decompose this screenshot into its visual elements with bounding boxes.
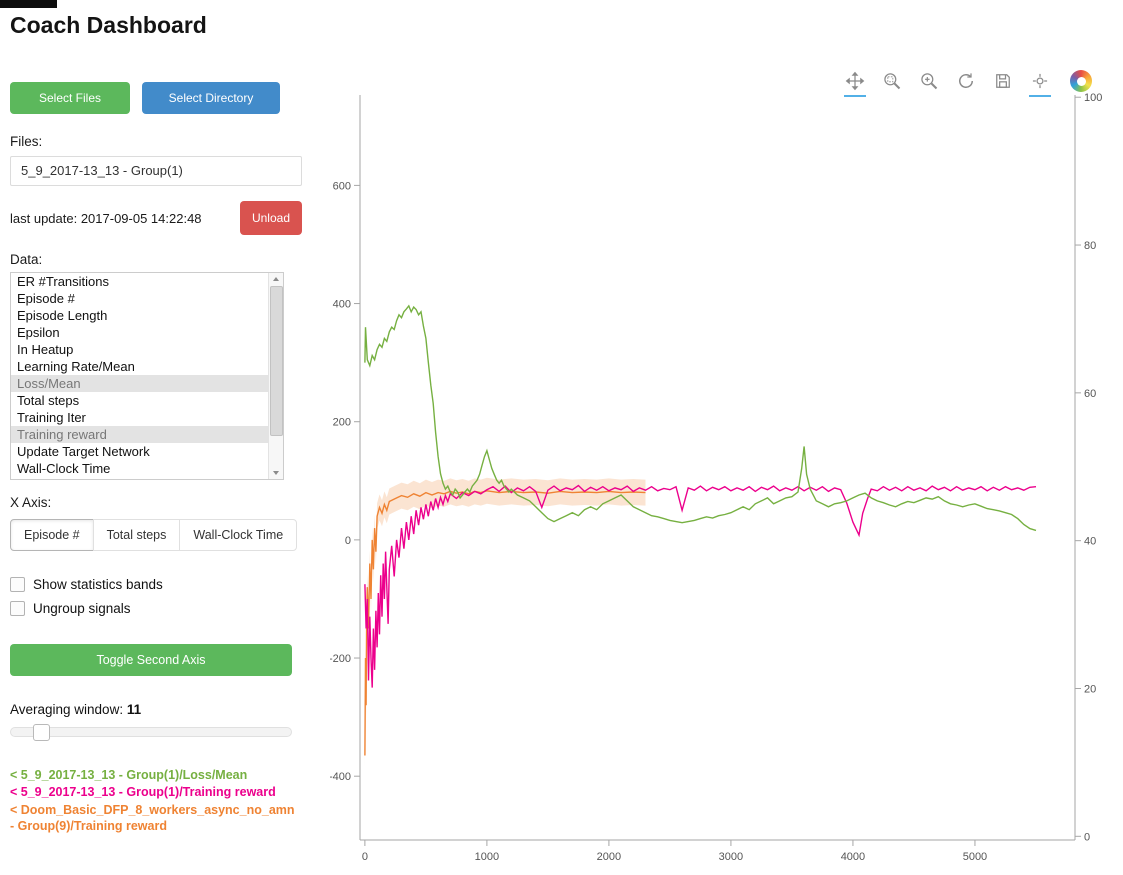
last-update-row: last update: 2017-09-05 14:22:48 Unload xyxy=(10,201,302,235)
svg-text:400: 400 xyxy=(333,299,351,311)
svg-text:600: 600 xyxy=(333,180,351,192)
bokeh-logo-icon[interactable] xyxy=(1070,70,1092,92)
legend: < 5_9_2017-13_13 - Group(1)/Loss/Mean < 5… xyxy=(10,767,302,834)
svg-text:20: 20 xyxy=(1084,683,1096,695)
svg-text:2000: 2000 xyxy=(597,851,621,863)
data-multiselect[interactable]: ER #Transitions Episode # Episode Length Ep… xyxy=(10,272,284,480)
svg-text:4000: 4000 xyxy=(841,851,865,863)
x-axis-option-wall-clock-time[interactable]: Wall-Clock Time xyxy=(179,519,298,551)
wheel-zoom-tool-button[interactable] xyxy=(917,69,941,93)
save-icon xyxy=(993,71,1013,91)
scrollbar-down-icon[interactable] xyxy=(269,467,283,479)
legend-entry: < Doom_Basic_DFP_8_workers_async_no_amn … xyxy=(10,802,295,833)
select-directory-button[interactable]: Select Directory xyxy=(142,82,280,114)
files-label: Files: xyxy=(10,134,43,149)
checkbox-row-show-statistics-bands[interactable]: Show statistics bands xyxy=(10,577,302,592)
toggle-second-axis-button[interactable]: Toggle Second Axis xyxy=(10,644,292,676)
scrollbar-thumb[interactable] xyxy=(270,286,283,436)
scrollbar[interactable] xyxy=(268,273,283,479)
svg-text:60: 60 xyxy=(1084,388,1096,400)
data-option-loss-mean[interactable]: Loss/Mean xyxy=(11,375,269,392)
x-axis-button-group: Episode # Total steps Wall-Clock Time xyxy=(10,519,298,551)
averaging-window-label: Averaging window: xyxy=(10,702,124,717)
data-option-episode[interactable]: Episode # xyxy=(17,291,75,306)
svg-text:100: 100 xyxy=(1084,92,1102,104)
series-5-9-2017-13-13-group-1-loss-mean xyxy=(364,304,1037,532)
svg-text:80: 80 xyxy=(1084,240,1096,252)
data-label: Data: xyxy=(10,252,43,267)
svg-text:200: 200 xyxy=(333,417,351,429)
data-option-er-transitions[interactable]: ER #Transitions xyxy=(17,274,109,289)
pan-tool-button[interactable] xyxy=(843,69,867,97)
checkbox[interactable] xyxy=(10,577,25,592)
svg-text:-400: -400 xyxy=(330,771,351,783)
reset-tool-button[interactable] xyxy=(954,69,978,93)
files-select-value: 5_9_2017-13_13 - Group(1) xyxy=(21,163,183,178)
data-option-total-steps[interactable]: Total steps xyxy=(17,393,80,408)
svg-text:5000: 5000 xyxy=(963,851,987,863)
svg-text:40: 40 xyxy=(1084,536,1096,548)
last-update-text: last update: 2017-09-05 14:22:48 xyxy=(10,210,202,226)
averaging-window-row: Averaging window: 11 xyxy=(10,702,302,717)
box-zoom-tool-button[interactable] xyxy=(880,69,904,93)
checkbox[interactable] xyxy=(10,601,25,616)
svg-text:0: 0 xyxy=(345,535,351,547)
legend-entry: < 5_9_2017-13_13 - Group(1)/Training rew… xyxy=(10,785,276,800)
plot-toolbar xyxy=(843,66,1092,97)
unload-button[interactable]: Unload xyxy=(239,201,302,235)
checkbox-group: Show statistics bands Ungroup signals xyxy=(10,577,302,616)
svg-text:0: 0 xyxy=(362,851,368,863)
data-option-wall-clock-time[interactable]: Wall-Clock Time xyxy=(17,461,111,476)
x-axis-option-episode[interactable]: Episode # xyxy=(10,519,94,551)
plot-svg[interactable]: 0 1000 2000 3000 4000 50006004002000-200-4001… xyxy=(329,85,1110,875)
plot-area[interactable]: 0 1000 2000 3000 4000 5000 600 400 200 0 -200 -400 1… xyxy=(329,85,1110,875)
data-option-training-reward[interactable]: Training reward xyxy=(11,426,269,443)
reset-icon xyxy=(956,71,976,91)
files-select[interactable]: 5_9_2017-13_13 - Group(1) xyxy=(10,156,302,186)
slider-handle[interactable] xyxy=(33,724,51,741)
window-artifact xyxy=(0,0,57,8)
page-title: Coach Dashboard xyxy=(10,12,207,38)
svg-text:0: 0 xyxy=(1084,831,1090,843)
wheel-zoom-icon xyxy=(919,71,939,91)
data-option-update-target-network[interactable]: Update Target Network xyxy=(17,444,150,459)
sidebar: Select Files Select Directory Files: 5_9… xyxy=(10,82,302,835)
svg-text:3000: 3000 xyxy=(719,851,743,863)
save-tool-button[interactable] xyxy=(991,69,1015,93)
data-option-episode-length[interactable]: Episode Length xyxy=(17,308,108,323)
data-option-learning-rate-mean[interactable]: Learning Rate/Mean xyxy=(17,359,135,374)
file-buttons-row: Select Files Select Directory xyxy=(10,82,302,114)
data-option-in-heatup[interactable]: In Heatup xyxy=(17,342,74,357)
series-5-9-2017-13-13-group-1-training-reward xyxy=(364,484,1037,688)
pan-icon xyxy=(845,71,865,91)
checkbox-label: Ungroup signals xyxy=(33,601,131,616)
select-files-button[interactable]: Select Files xyxy=(10,82,130,114)
x-axis-option-total-steps[interactable]: Total steps xyxy=(92,519,181,551)
hover-icon xyxy=(1030,71,1050,91)
svg-text:-200: -200 xyxy=(330,653,351,665)
legend-entry: < 5_9_2017-13_13 - Group(1)/Loss/Mean xyxy=(10,768,248,782)
svg-text:1000: 1000 xyxy=(475,851,499,863)
averaging-window-slider[interactable] xyxy=(10,724,292,741)
data-multiselect-list: ER #Transitions Episode # Episode Length Ep… xyxy=(11,273,269,477)
bokeh-logo-hole xyxy=(1076,76,1086,86)
data-option-training-iter[interactable]: Training Iter xyxy=(17,410,86,425)
data-option-epsilon[interactable]: Epsilon xyxy=(17,325,60,340)
checkbox-row-ungroup-signals[interactable]: Ungroup signals xyxy=(10,601,302,616)
box-zoom-icon xyxy=(882,71,902,91)
checkbox-label: Show statistics bands xyxy=(33,577,163,592)
hover-tool-button[interactable] xyxy=(1028,69,1052,97)
averaging-window-value: 11 xyxy=(126,702,142,717)
x-axis-label: X Axis: xyxy=(10,495,52,510)
series-doom-basic-dfp-8-workers-async-no-amn-group-9-training-reward xyxy=(364,490,646,756)
